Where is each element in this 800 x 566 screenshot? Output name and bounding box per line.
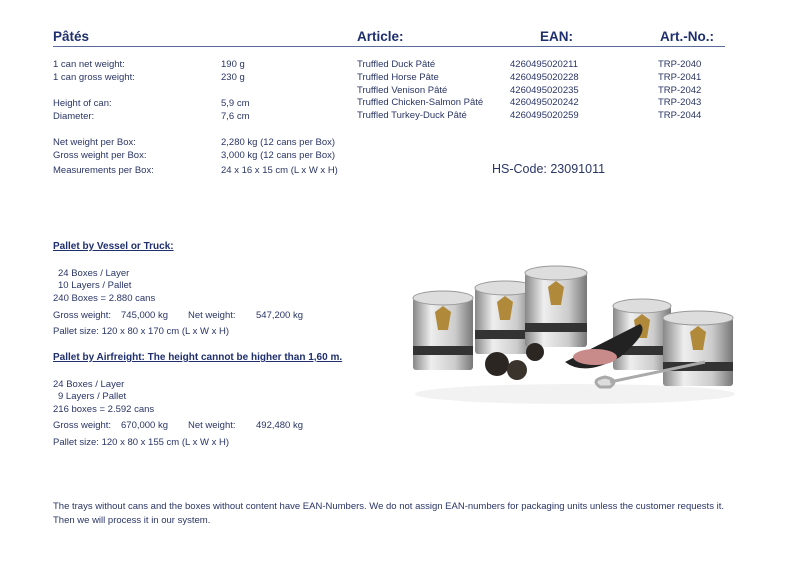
article-name: Truffled Horse Pâte [357, 71, 439, 83]
pate-can [412, 290, 474, 370]
spec-value: 190 g [221, 59, 245, 70]
air-boxes-per-layer: 24 Boxes / Layer [53, 379, 125, 390]
air-net: 492,480 kg [256, 420, 304, 431]
vessel-net-label: Net weight: [188, 310, 236, 321]
vessel-size: Pallet size: 120 x 80 x 170 cm (L x W x … [53, 326, 229, 337]
air-heading: Pallet by Airfreight: The height cannot … [53, 352, 343, 363]
article-heading: Article: [357, 29, 404, 44]
air-net-label: Net weight: [188, 420, 236, 431]
vessel-total: 240 Boxes = 2.880 cans [53, 293, 156, 304]
spec-value: 24 x 16 x 15 cm (L x W x H) [221, 165, 338, 176]
pate-can [524, 265, 588, 347]
article-number: TRP-2042 [658, 84, 702, 96]
article-ean: 4260495020259 [510, 110, 579, 122]
article-number: TRP-2040 [658, 59, 702, 70]
page-title: Pâtés [53, 29, 90, 44]
hs-code: HS-Code: 23091011 [492, 162, 606, 176]
vessel-layers: 10 Layers / Pallet [58, 280, 132, 291]
article-ean: 4260495020242 [510, 97, 579, 109]
footer-note-line1: The trays without cans and the boxes wit… [53, 501, 724, 512]
vessel-heading: Pallet by Vessel or Truck: [53, 241, 174, 252]
spec-label: Gross weight per Box: [53, 150, 147, 161]
article-ean: 4260495020235 [510, 84, 579, 96]
article-name: Truffled Chicken-Salmon Pâté [357, 97, 484, 109]
product-image [412, 265, 735, 404]
spec-value: 230 g [221, 72, 245, 83]
article-ean: 4260495020211 [510, 59, 578, 70]
pate-can [612, 298, 672, 370]
article-name: Truffled Duck Pâté [357, 59, 436, 70]
spec-value: 3,000 kg (12 cans per Box) [221, 150, 336, 161]
vessel-gross-label: Gross weight: [53, 310, 112, 321]
air-size: Pallet size: 120 x 80 x 155 cm (L x W x … [53, 437, 229, 448]
vessel-net: 547,200 kg [256, 310, 304, 321]
air-total: 216 boxes = 2.592 cans [53, 404, 155, 415]
spec-label: Diameter: [53, 111, 95, 122]
spec-value: 5,9 cm [221, 98, 250, 109]
air-gross-label: Gross weight: [53, 420, 112, 431]
article-number: TRP-2041 [658, 71, 702, 83]
article-name: Truffled Turkey-Duck Pâté [357, 110, 467, 122]
spec-label: 1 can net weight: [53, 59, 125, 70]
air-layers: 9 Layers / Pallet [58, 391, 127, 402]
pate-can [662, 310, 734, 386]
ean-heading: EAN: [540, 29, 573, 44]
heading-rule [53, 46, 725, 47]
vessel-gross: 745,000 kg [121, 310, 169, 321]
article-number: TRP-2044 [658, 110, 702, 122]
spec-label: Height of can: [53, 98, 112, 109]
spec-label: Measurements per Box: [53, 165, 154, 176]
spec-label: 1 can gross weight: [53, 72, 135, 83]
spec-label: Net weight per Box: [53, 137, 136, 148]
article-number: TRP-2043 [658, 97, 702, 109]
article-ean: 4260495020228 [510, 71, 579, 83]
air-gross: 670,000 kg [121, 420, 169, 431]
pate-can [474, 280, 536, 354]
spec-value: 2,280 kg (12 cans per Box) [221, 137, 336, 148]
article-name: Truffled Venison Pâté [357, 84, 448, 96]
artno-heading: Art.-No.: [660, 29, 714, 44]
vessel-boxes-per-layer: 24 Boxes / Layer [58, 268, 130, 279]
spec-value: 7,6 cm [221, 111, 250, 122]
footer-note-line2: Then we will process it in our system. [53, 515, 211, 526]
